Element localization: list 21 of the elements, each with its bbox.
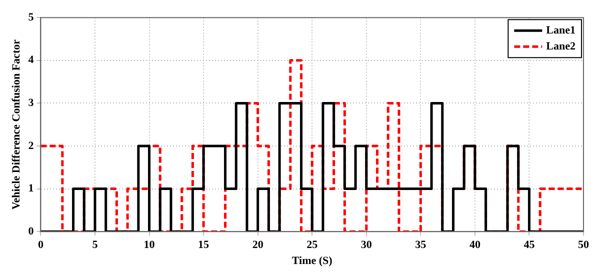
x-tick-label: 35 xyxy=(415,239,427,252)
x-tick-label: 50 xyxy=(578,239,590,252)
legend-label: Lane2 xyxy=(546,40,576,52)
x-tick-label: 45 xyxy=(524,239,536,252)
y-axis-title: Vehicle Difference Confusion Factor xyxy=(10,39,22,210)
x-tick-label: 0 xyxy=(38,239,44,252)
legend-label: Lane1 xyxy=(546,24,576,36)
y-tick-label: 0 xyxy=(28,225,34,238)
y-tick-label: 3 xyxy=(28,97,34,110)
y-tick-label: 5 xyxy=(28,11,34,24)
x-tick-label: 10 xyxy=(144,239,156,252)
y-tick-label: 1 xyxy=(28,182,34,195)
x-tick-label: 15 xyxy=(198,239,210,252)
x-axis-title: Time (S) xyxy=(292,255,333,268)
x-tick-label: 20 xyxy=(252,239,264,252)
y-tick-label: 2 xyxy=(28,140,34,152)
x-tick-label: 5 xyxy=(92,239,98,252)
y-tick-label: 4 xyxy=(28,54,34,66)
x-tick-label: 25 xyxy=(306,239,318,252)
x-tick-label: 40 xyxy=(469,239,481,252)
x-tick-label: 30 xyxy=(360,239,372,252)
